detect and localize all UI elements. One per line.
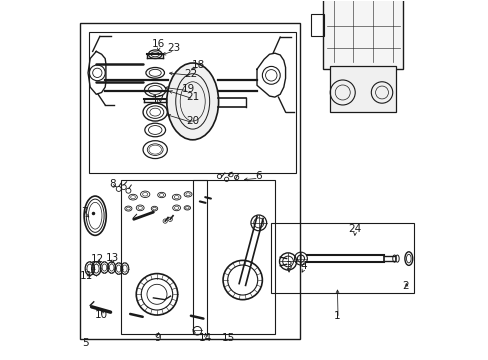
Text: 20: 20 [186,116,199,126]
Text: 3: 3 [284,261,291,271]
Ellipse shape [166,63,218,140]
Text: 12: 12 [90,253,104,264]
Text: 11: 11 [80,271,93,282]
Text: 22: 22 [184,68,197,78]
Text: 24: 24 [347,224,361,234]
Text: 18: 18 [192,60,205,70]
Bar [192,180,274,334]
Bar [121,180,206,334]
Text: 21: 21 [186,92,199,102]
Text: 7: 7 [81,207,88,217]
Text: 19: 19 [181,84,194,94]
Bar [89,32,296,173]
Text: 4: 4 [300,261,306,271]
Text: 2: 2 [402,282,408,292]
Bar [310,14,324,36]
Text: 23: 23 [167,43,180,53]
Text: 8: 8 [109,179,116,189]
Text: 1: 1 [333,311,340,321]
Bar [271,223,413,293]
Text: 14: 14 [198,333,211,343]
Bar [80,23,299,339]
Text: 5: 5 [82,338,89,347]
Bar [323,0,403,69]
Text: 16: 16 [151,39,164,49]
Text: 13: 13 [105,253,119,263]
Bar [329,66,395,112]
Text: 15: 15 [222,333,235,343]
Text: 9: 9 [154,333,161,343]
Text: 6: 6 [254,171,261,181]
Text: 10: 10 [95,310,108,320]
Text: 17: 17 [151,95,164,105]
